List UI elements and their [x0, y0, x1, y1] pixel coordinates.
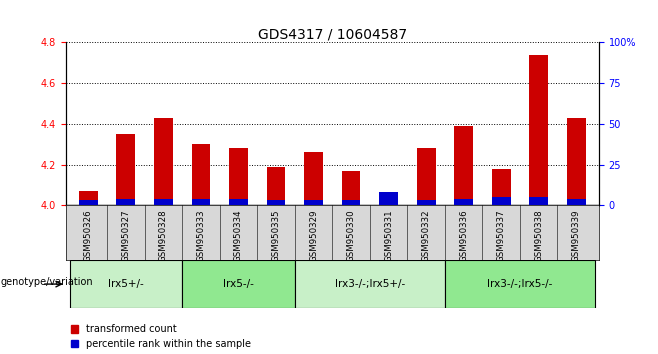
Text: GSM950330: GSM950330 [347, 210, 355, 262]
Text: GSM950333: GSM950333 [197, 210, 205, 262]
Text: lrx3-/-;lrx5-/-: lrx3-/-;lrx5-/- [488, 279, 553, 289]
Bar [154, 118, 173, 205]
Bar [492, 169, 511, 205]
Title: GDS4317 / 10604587: GDS4317 / 10604587 [258, 27, 407, 41]
Bar [567, 118, 586, 205]
Text: GSM950336: GSM950336 [459, 210, 468, 262]
Bar [304, 152, 323, 205]
Text: GSM950332: GSM950332 [422, 210, 430, 262]
Bar [154, 199, 173, 205]
Bar [191, 144, 211, 205]
Bar [229, 148, 248, 205]
Bar [445, 260, 595, 308]
Bar [79, 200, 97, 205]
Text: GSM950339: GSM950339 [572, 210, 581, 262]
Text: GSM950335: GSM950335 [272, 210, 280, 262]
Text: GSM950338: GSM950338 [534, 210, 544, 262]
Text: genotype/variation: genotype/variation [1, 277, 93, 287]
Bar [229, 199, 248, 205]
Bar [182, 260, 295, 308]
Bar [342, 200, 361, 205]
Text: GSM950329: GSM950329 [309, 210, 318, 262]
Bar [454, 126, 473, 205]
Bar [417, 200, 436, 205]
Bar [492, 197, 511, 205]
Legend: transformed count, percentile rank within the sample: transformed count, percentile rank withi… [70, 324, 251, 349]
Bar [567, 199, 586, 205]
Bar [70, 260, 182, 308]
Text: lrx5+/-: lrx5+/- [108, 279, 143, 289]
Bar [116, 199, 136, 205]
Text: lrx5-/-: lrx5-/- [223, 279, 254, 289]
Text: GSM950326: GSM950326 [84, 210, 93, 262]
Text: GSM950334: GSM950334 [234, 210, 243, 262]
Bar [266, 200, 286, 205]
Bar [342, 171, 361, 205]
Bar [379, 192, 398, 205]
Bar [529, 55, 548, 205]
Bar [304, 200, 323, 205]
Bar [79, 191, 97, 205]
Bar [417, 148, 436, 205]
Text: lrx3-/-;lrx5+/-: lrx3-/-;lrx5+/- [335, 279, 405, 289]
Text: GSM950337: GSM950337 [497, 210, 506, 262]
Bar [295, 260, 445, 308]
Text: GSM950331: GSM950331 [384, 210, 393, 262]
Bar [266, 167, 286, 205]
Text: GSM950328: GSM950328 [159, 210, 168, 262]
Bar [454, 199, 473, 205]
Bar [529, 197, 548, 205]
Text: GSM950327: GSM950327 [121, 210, 130, 262]
Bar [191, 199, 211, 205]
Bar [116, 134, 136, 205]
